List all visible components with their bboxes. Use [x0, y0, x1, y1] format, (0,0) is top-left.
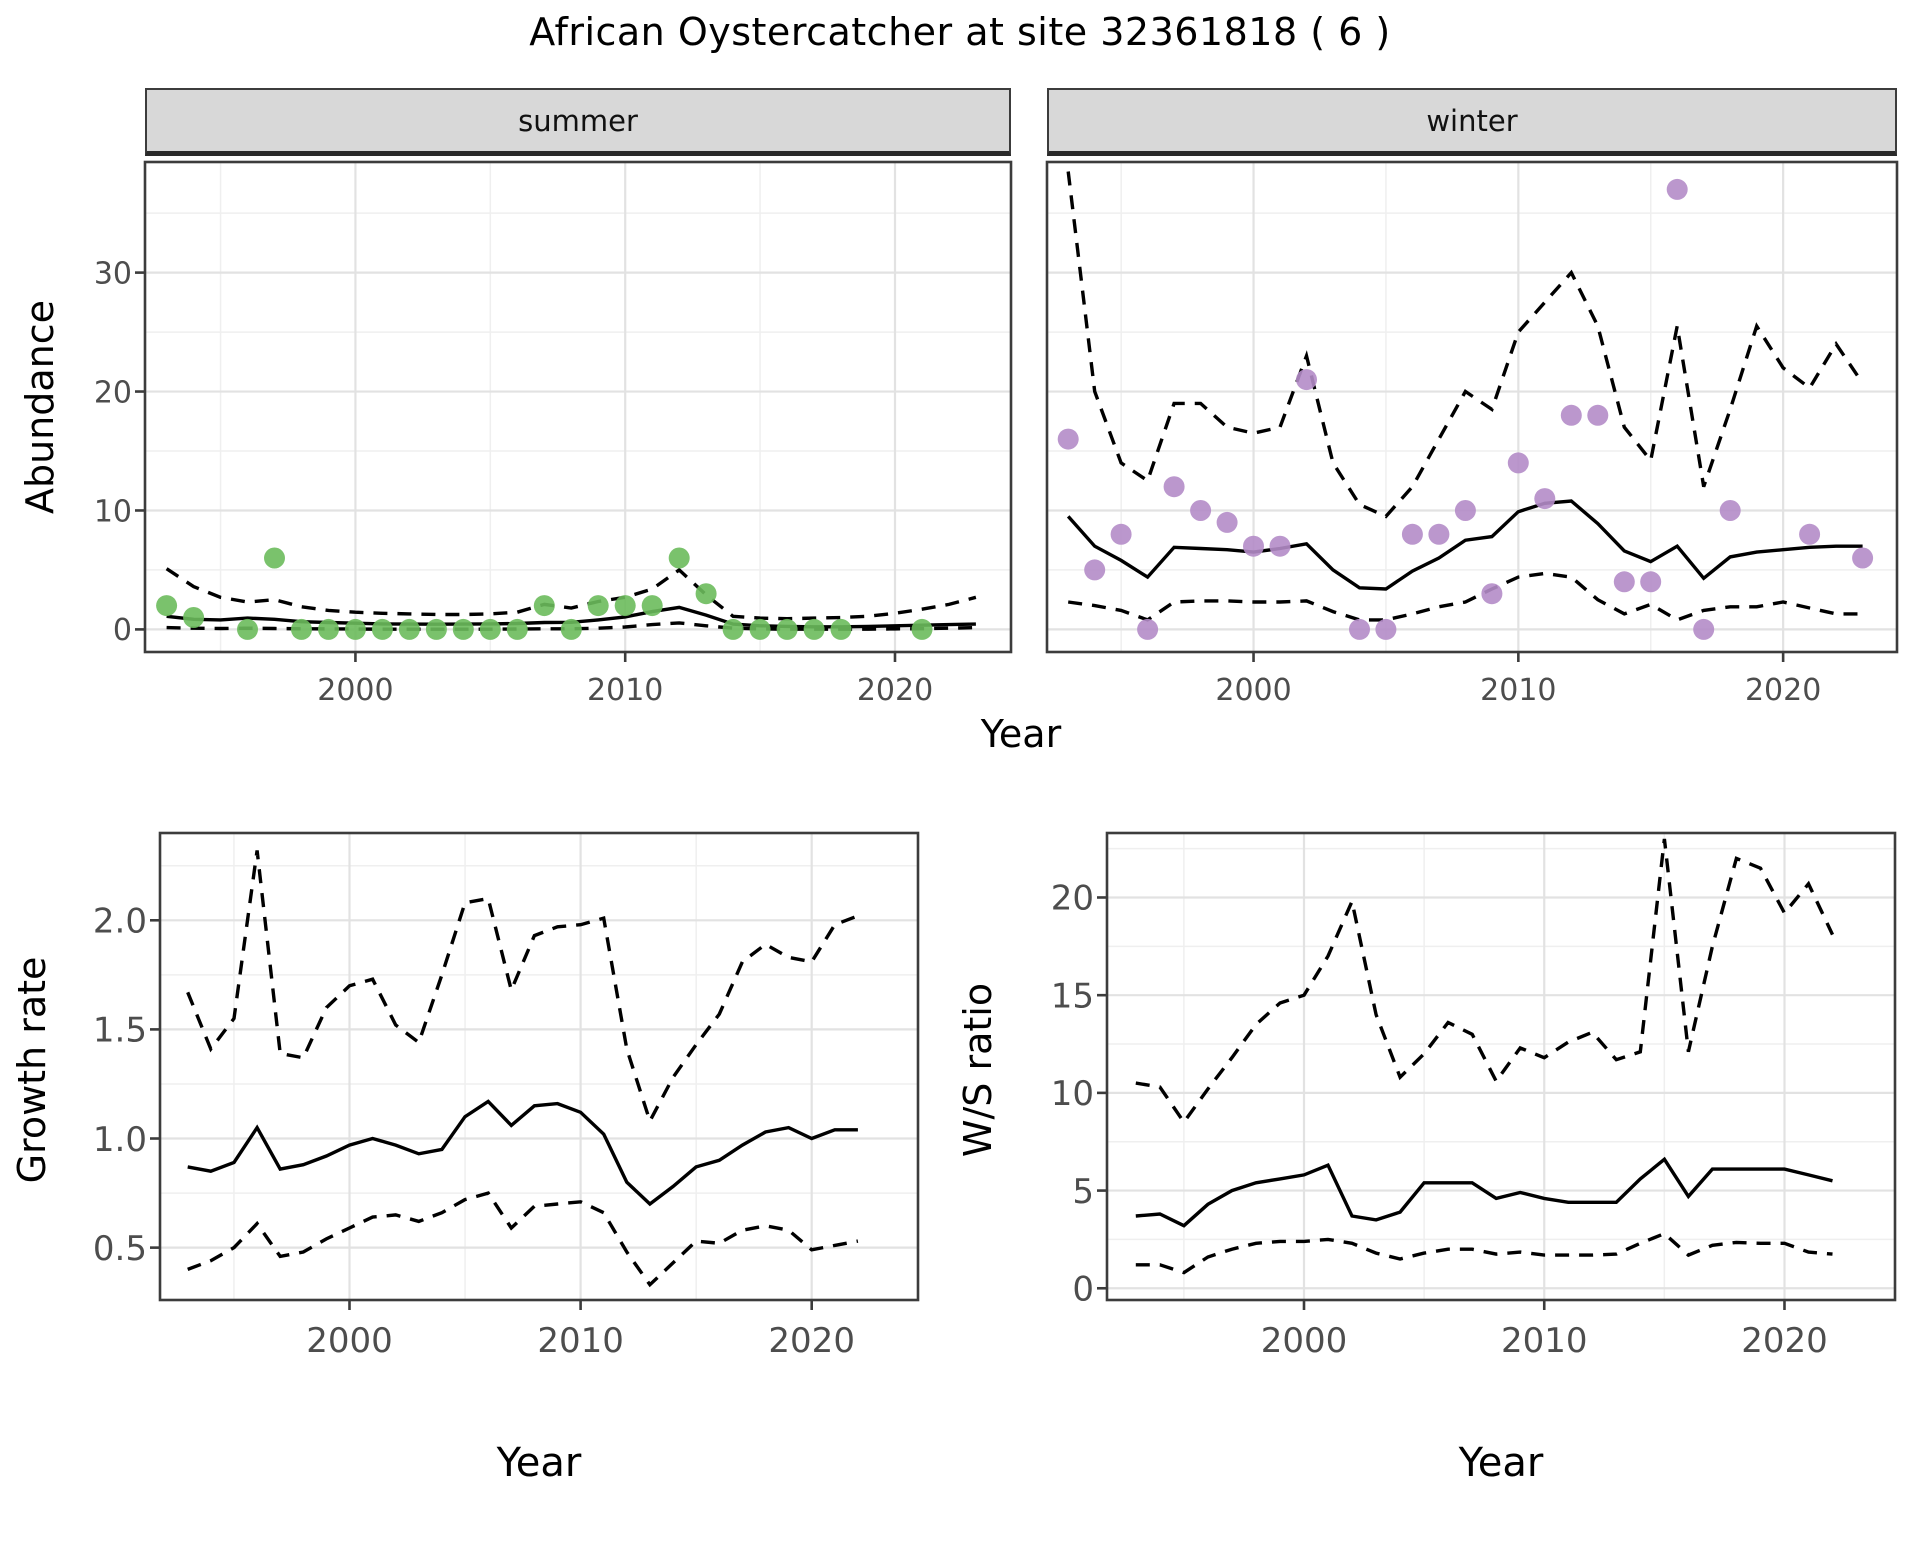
- facet-strip-winter-label: winter: [1426, 103, 1518, 138]
- facet-strip-summer: summer: [145, 88, 1011, 156]
- svg-text:10: 10: [94, 494, 132, 529]
- svg-text:1.5: 1.5: [93, 1011, 147, 1051]
- y-axis-title-ws-ratio: W/S ratio: [956, 982, 1000, 1158]
- svg-text:15: 15: [1051, 976, 1094, 1016]
- svg-text:2010: 2010: [537, 1321, 624, 1361]
- svg-text:2000: 2000: [317, 673, 393, 708]
- svg-text:2000: 2000: [1261, 1321, 1348, 1361]
- svg-text:20: 20: [94, 375, 132, 410]
- svg-text:2020: 2020: [857, 673, 933, 708]
- svg-text:2020: 2020: [768, 1321, 855, 1361]
- svg-text:0: 0: [113, 613, 132, 648]
- svg-text:10: 10: [1051, 1074, 1094, 1114]
- svg-text:30: 30: [94, 256, 132, 291]
- svg-text:2020: 2020: [1741, 1321, 1828, 1361]
- svg-text:1.0: 1.0: [93, 1120, 147, 1160]
- y-axis-title-growth-rate: Growth rate: [10, 956, 54, 1184]
- svg-text:2000: 2000: [1215, 673, 1291, 708]
- svg-text:20: 20: [1051, 879, 1094, 919]
- figure-title: African Oystercatcher at site 32361818 (…: [529, 10, 1391, 54]
- svg-text:2010: 2010: [587, 673, 663, 708]
- facet-strip-summer-label: summer: [518, 103, 638, 138]
- x-axis-title-year-bottom-right: Year: [1458, 1440, 1544, 1486]
- svg-text:2020: 2020: [1745, 673, 1821, 708]
- abundance-summer-panel: 2000 2010 2020 0 10 20 30: [94, 160, 1013, 708]
- abundance-winter-panel: 2000 2010 2020: [1045, 160, 1899, 708]
- growth-rate-panel: 2000 2010 2020 0.5 1.0 1.5 2.0: [93, 831, 920, 1361]
- svg-text:0: 0: [1072, 1270, 1094, 1310]
- svg-text:5: 5: [1072, 1172, 1094, 1212]
- svg-text:2.0: 2.0: [93, 902, 147, 942]
- svg-text:2000: 2000: [306, 1321, 393, 1361]
- y-axis-title-abundance: Abundance: [18, 299, 62, 515]
- svg-text:0.5: 0.5: [93, 1229, 147, 1269]
- ws-ratio-panel: 2000 2010 2020 0 5 10 15 20: [1051, 831, 1897, 1361]
- x-axis-title-year-bottom-left: Year: [496, 1440, 582, 1486]
- x-axis-title-year-top: Year: [980, 712, 1062, 756]
- svg-text:2010: 2010: [1480, 673, 1556, 708]
- facet-strip-winter: winter: [1047, 88, 1897, 156]
- svg-text:2010: 2010: [1501, 1321, 1588, 1361]
